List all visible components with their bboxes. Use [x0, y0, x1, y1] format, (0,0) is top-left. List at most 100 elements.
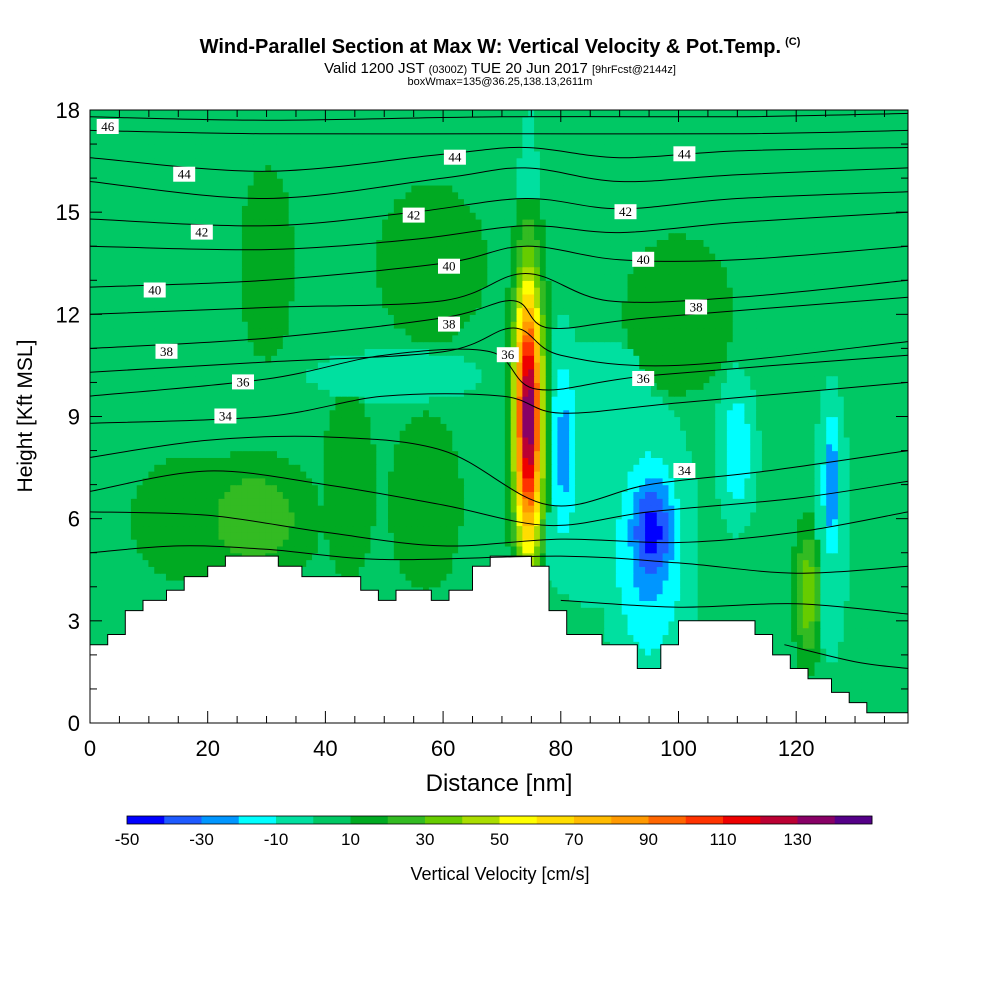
velocity-cell — [849, 675, 857, 683]
velocity-cell — [791, 641, 798, 649]
velocity-cell — [393, 525, 401, 533]
velocity-cell — [405, 498, 412, 506]
velocity-cell — [276, 532, 284, 540]
velocity-cell — [539, 532, 547, 540]
velocity-cell — [867, 620, 874, 629]
velocity-cell — [352, 484, 360, 493]
velocity-cell — [259, 498, 266, 506]
velocity-cell — [902, 484, 908, 493]
velocity-cell — [802, 634, 810, 642]
velocity-cell — [843, 559, 851, 567]
velocity-cell — [633, 620, 640, 629]
velocity-cell — [95, 593, 103, 601]
velocity-cell — [808, 607, 816, 615]
velocity-cell — [650, 579, 658, 588]
velocity-cell — [814, 641, 821, 649]
velocity-cell — [884, 491, 892, 499]
velocity-cell — [878, 539, 886, 547]
velocity-cell — [504, 491, 512, 499]
velocity-cell — [125, 573, 132, 581]
velocity-cell — [341, 539, 348, 547]
velocity-cell — [136, 511, 144, 520]
velocity-cell — [551, 477, 559, 486]
velocity-cell — [855, 491, 862, 499]
velocity-cell — [855, 668, 862, 676]
velocity-cell — [639, 539, 646, 547]
velocity-cell — [510, 505, 518, 513]
velocity-cell — [282, 477, 290, 486]
velocity-cell — [750, 532, 757, 540]
velocity-cell — [621, 614, 629, 622]
velocity-cell — [218, 477, 225, 486]
velocity-cell — [802, 593, 810, 601]
velocity-cell — [218, 484, 225, 493]
velocity-cell — [183, 539, 190, 547]
velocity-cell — [872, 525, 880, 533]
velocity-cell — [113, 614, 120, 622]
velocity-cell — [604, 545, 611, 554]
velocity-cell — [744, 525, 751, 533]
velocity-cell — [767, 627, 775, 636]
velocity-cell — [668, 593, 675, 601]
velocity-cell — [347, 539, 354, 547]
velocity-cell — [726, 559, 734, 567]
velocity-cell — [732, 586, 740, 595]
velocity-cell — [837, 573, 845, 581]
velocity-cell — [551, 532, 559, 540]
velocity-cell — [861, 559, 868, 567]
velocity-cell — [756, 505, 763, 513]
velocity-cell — [288, 532, 296, 540]
velocity-cell — [645, 566, 652, 574]
velocity-cell — [843, 518, 851, 527]
velocity-cell — [896, 545, 903, 554]
velocity-cell — [902, 552, 908, 561]
velocity-cell — [463, 525, 471, 533]
velocity-cell — [872, 518, 880, 527]
velocity-cell — [802, 559, 810, 567]
velocity-cell — [171, 525, 179, 533]
velocity-cell — [165, 539, 173, 547]
velocity-cell — [639, 607, 646, 615]
velocity-cell — [645, 559, 652, 567]
velocity-cell — [545, 518, 553, 527]
velocity-cell — [574, 532, 582, 540]
velocity-cell — [744, 573, 751, 581]
velocity-cell — [691, 532, 699, 540]
velocity-cell — [902, 505, 908, 513]
velocity-cell — [697, 559, 705, 567]
velocity-cell — [709, 552, 716, 561]
velocity-cell — [808, 532, 816, 540]
velocity-cell — [499, 505, 506, 513]
velocity-cell — [756, 627, 763, 636]
velocity-cell — [347, 525, 354, 533]
velocity-cell — [101, 552, 109, 561]
velocity-cell — [639, 518, 646, 527]
velocity-cell — [890, 688, 897, 697]
velocity-cell — [639, 505, 646, 513]
velocity-cell — [703, 532, 710, 540]
velocity-cell — [855, 545, 862, 554]
velocity-cell — [358, 566, 366, 574]
velocity-cell — [685, 525, 693, 533]
velocity-cell — [820, 620, 827, 629]
velocity-cell — [820, 648, 827, 656]
velocity-cell — [814, 668, 821, 676]
velocity-cell — [750, 559, 757, 567]
velocity-cell — [504, 511, 512, 520]
velocity-cell — [896, 593, 903, 601]
velocity-cell — [154, 498, 161, 506]
velocity-cell — [715, 525, 722, 533]
velocity-cell — [440, 505, 448, 513]
velocity-cell — [867, 484, 874, 493]
velocity-cell — [779, 573, 786, 581]
velocity-cell — [206, 498, 214, 506]
velocity-cell — [440, 518, 448, 527]
velocity-cell — [633, 545, 640, 554]
velocity-cell — [604, 573, 611, 581]
velocity-cell — [574, 627, 582, 636]
velocity-cell — [721, 566, 728, 574]
velocity-cell — [691, 559, 699, 567]
velocity-cell — [861, 532, 868, 540]
velocity-cell — [387, 545, 395, 554]
velocity-cell — [785, 525, 792, 533]
